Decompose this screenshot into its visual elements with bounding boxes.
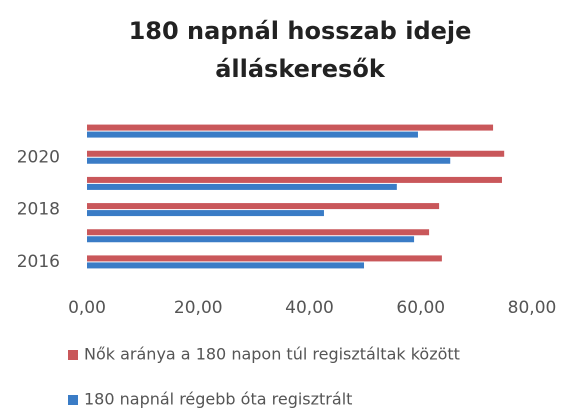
y-tick-label: 2018 (17, 200, 60, 220)
legend-swatch (68, 395, 78, 405)
chart-title: álláskeresők (215, 55, 386, 83)
x-tick-label: 0,00 (68, 298, 106, 318)
bar (87, 131, 418, 138)
x-tick-label: 80,00 (508, 298, 557, 318)
legend-swatch (68, 350, 78, 360)
y-tick-label: 2020 (17, 147, 60, 167)
bar (87, 229, 430, 236)
bar (87, 255, 442, 262)
bar (87, 203, 440, 210)
bar (87, 210, 324, 217)
bar (87, 262, 365, 269)
x-tick-label: 40,00 (285, 298, 334, 318)
bar (87, 176, 502, 183)
x-tick-label: 20,00 (174, 298, 223, 318)
bar (87, 183, 397, 190)
x-tick-label: 60,00 (396, 298, 445, 318)
legend-label: Nők aránya a 180 napon túl regisztáltak … (84, 345, 460, 364)
y-tick-label: 2016 (17, 252, 60, 272)
legend-label: 180 napnál régebb óta regisztrált (84, 390, 352, 409)
chart-title: 180 napnál hosszab ideje (129, 17, 472, 45)
bar (87, 150, 505, 157)
bar (87, 157, 451, 164)
bar (87, 124, 494, 131)
bar (87, 236, 415, 243)
